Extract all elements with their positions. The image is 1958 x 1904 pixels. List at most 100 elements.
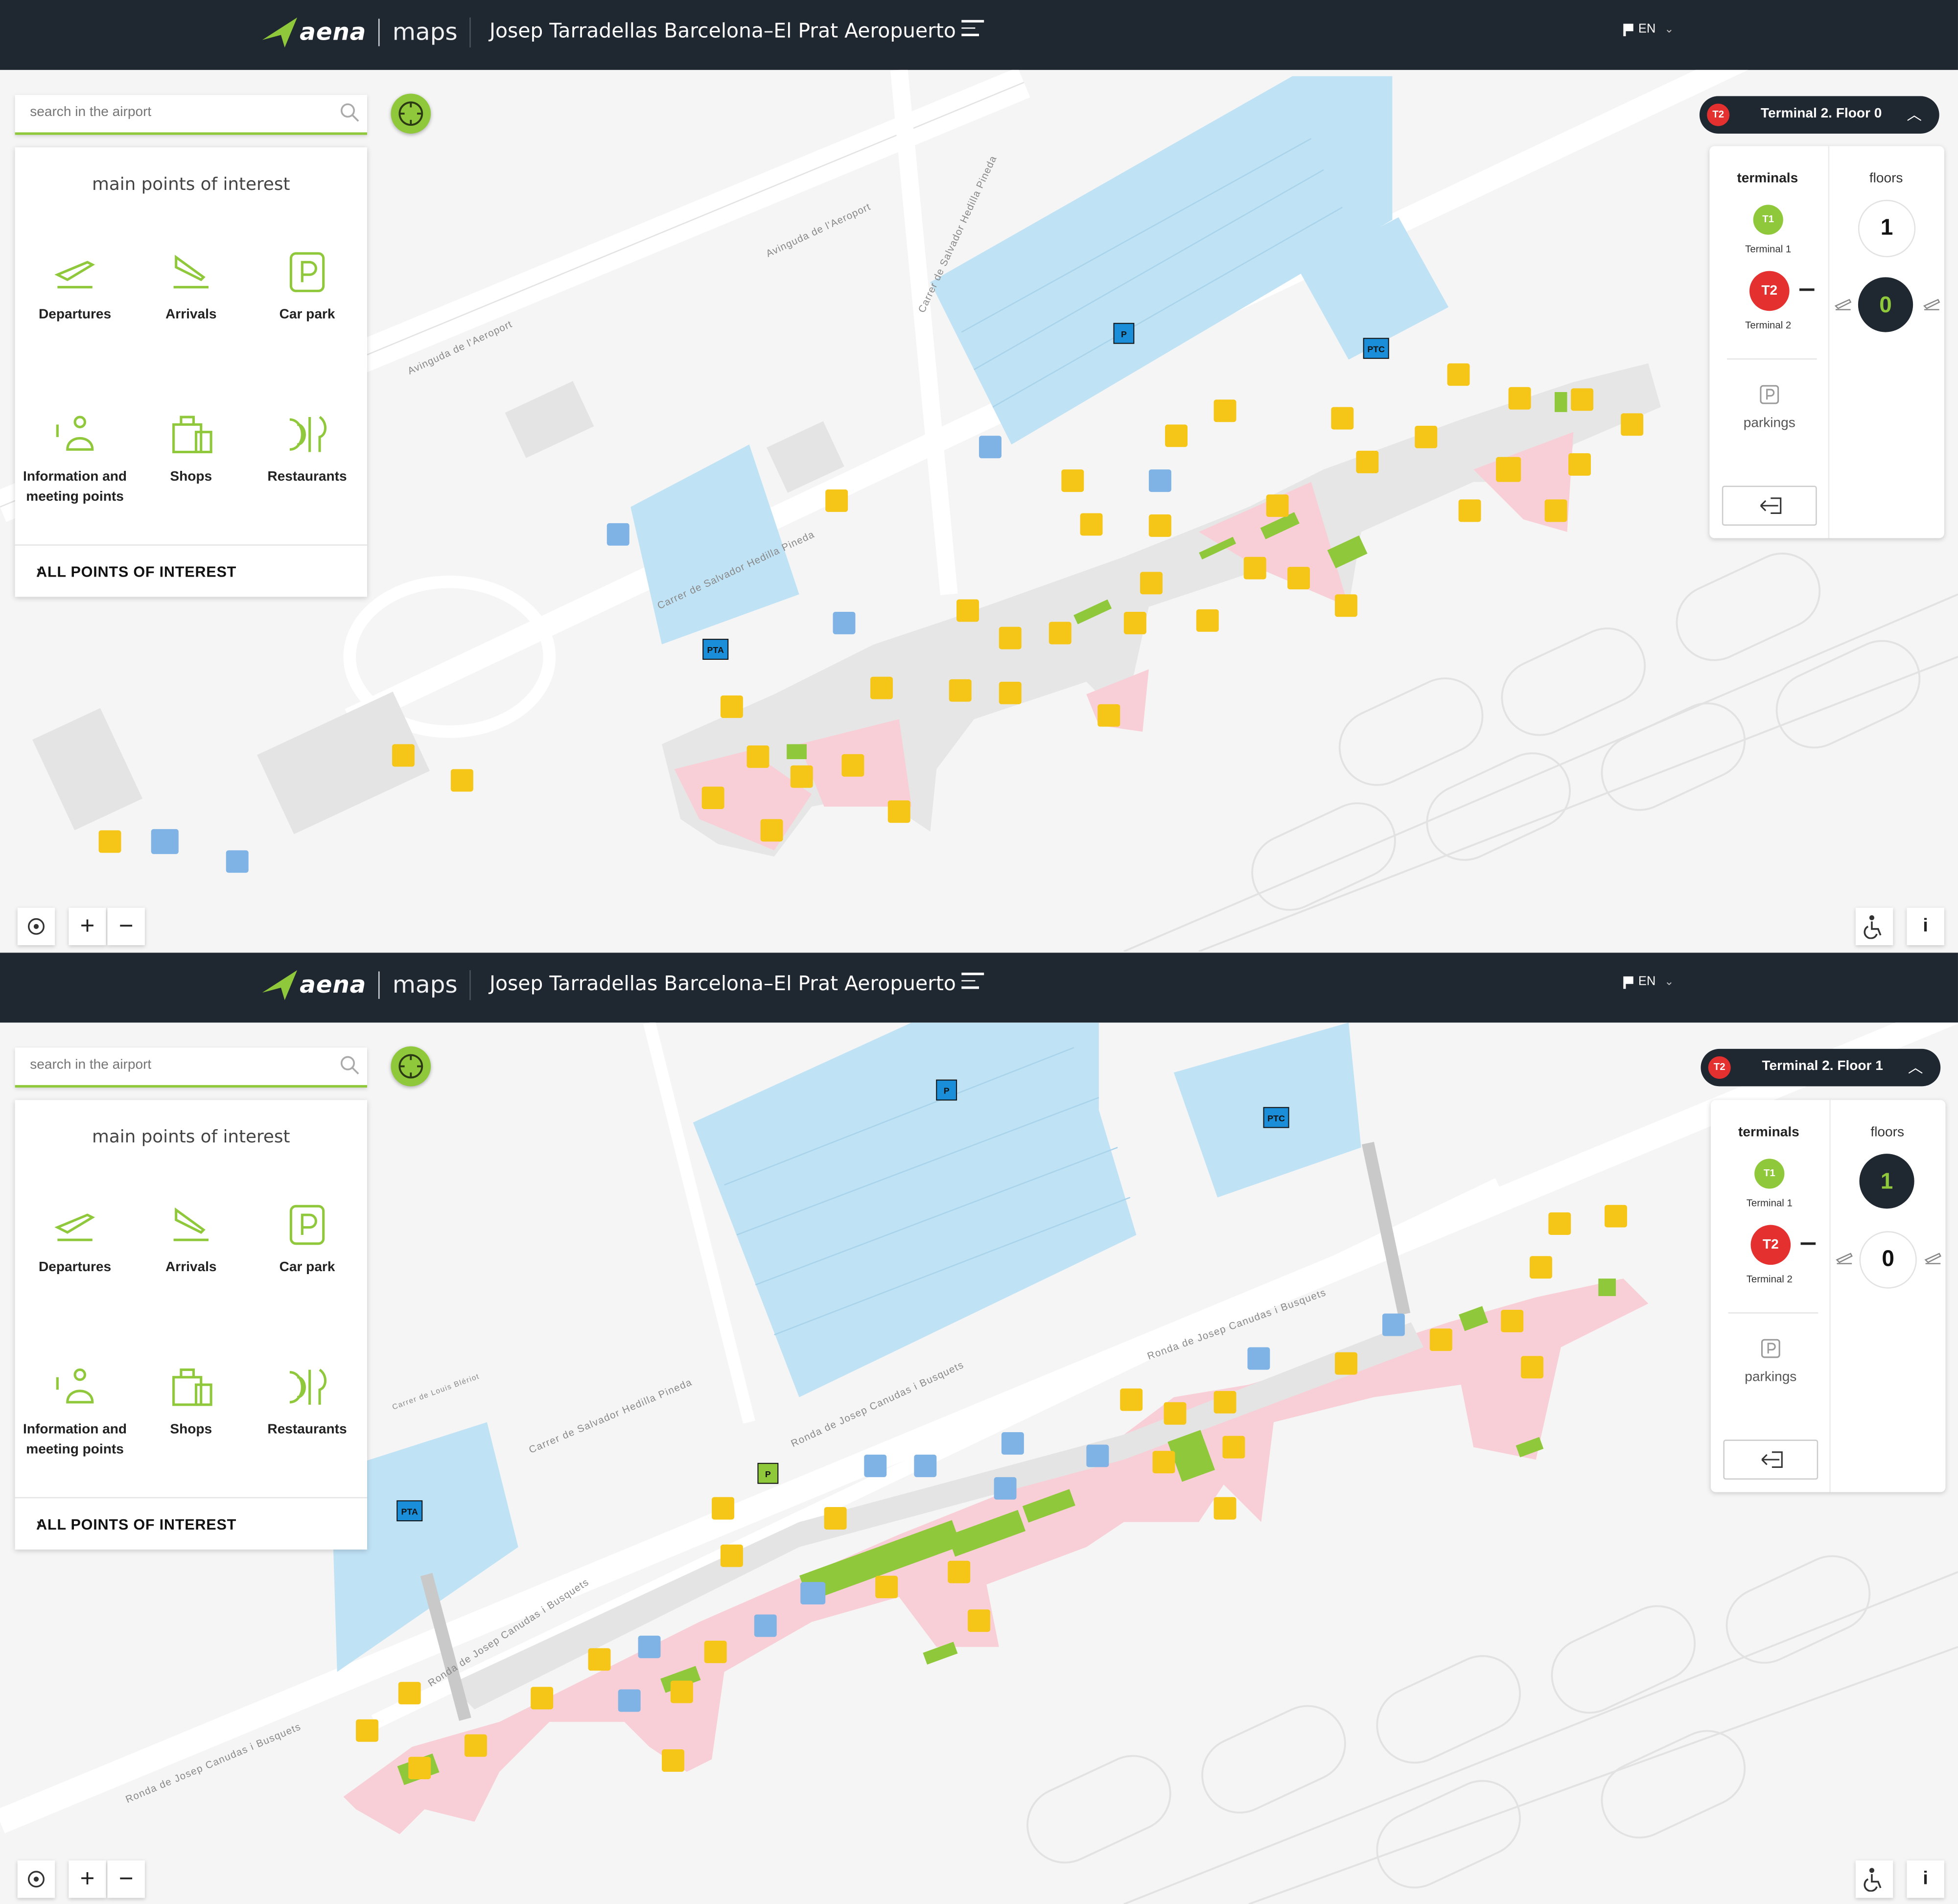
poi-marker [1097,704,1120,727]
accessibility-button[interactable] [1855,1860,1893,1898]
poi-departures-button[interactable]: Departures [19,1200,131,1277]
terminal-1-label: Terminal 1 [1746,1197,1793,1209]
language-selector[interactable]: EN ⌄ [1622,975,1674,989]
poi-arrivals-button[interactable]: Arrivals [135,1200,248,1277]
information-icon [56,1368,94,1404]
exit-icon [1761,1451,1783,1468]
floor-0-button[interactable]: 0 [1859,1231,1917,1289]
zoom-out-button[interactable]: − [107,907,145,946]
poi-markers[interactable] [98,363,1644,873]
zoom-in-button[interactable]: + [69,907,106,946]
search-box[interactable] [15,94,367,135]
zone-label-pta: PTA [401,1507,418,1516]
locate-button[interactable] [391,93,431,134]
locate-button[interactable] [391,1046,431,1087]
zone-label-p: P [944,1086,950,1096]
poi-marker [712,1497,734,1520]
airport-title: Josep Tarradellas Barcelona–El Prat Aero… [489,19,956,43]
poi-departures-button[interactable]: Departures [19,247,131,325]
menu-icon[interactable] [961,20,984,43]
exit-panel-button[interactable] [1722,486,1817,526]
accessibility-button[interactable] [1855,907,1893,946]
arrivals-icon [173,1207,209,1241]
panel-divider [1728,1312,1818,1314]
terminal-badge: T2 [1708,1056,1731,1079]
poi-marker [999,627,1022,650]
poi-marker [1213,1391,1236,1414]
floor-1-button[interactable]: 1 [1858,200,1916,257]
poi-marker [1621,413,1644,436]
reset-view-button[interactable] [17,1860,55,1898]
poi-marker [606,523,629,546]
search-icon[interactable] [340,102,360,122]
plane-icon [1924,1253,1941,1264]
poi-restaurants-button[interactable]: Restaurants [251,410,364,487]
poi-marker [1080,513,1103,536]
departures-icon [54,260,95,289]
terminal-floor-selector[interactable]: T2 Terminal 2. Floor 1 ︿ [1701,1048,1941,1087]
poi-marker [1123,611,1146,634]
aena-logo[interactable]: aena maps [260,965,458,1005]
zone-label-ptc: PTC [1267,1114,1285,1123]
accessibility-icon [1864,915,1882,939]
terminal-1-button[interactable]: T1 [1753,205,1783,235]
parkings-button[interactable]: parkings [1727,383,1812,431]
poi-shops-button[interactable]: Shops [135,410,248,487]
info-button[interactable]: i [1907,907,1944,946]
info-button[interactable]: i [1907,1860,1944,1898]
all-poi-label: ALL POINTS OF INTEREST [36,563,237,581]
menu-icon[interactable] [961,973,984,995]
terminal-2-button[interactable]: T2 [1749,271,1790,311]
language-selector[interactable]: EN ⌄ [1622,23,1674,36]
zoom-out-button[interactable]: − [107,1860,145,1898]
poi-marker [1605,1205,1627,1228]
poi-marker [979,436,1002,459]
logo-brand-text: aena [300,19,367,46]
search-box[interactable] [15,1047,367,1088]
poi-label: Restaurants [267,1422,347,1438]
poi-marker [1152,1451,1175,1474]
search-input[interactable] [27,103,332,121]
floor-0-button[interactable]: 0 [1858,277,1913,332]
top-bar: aena maps Josep Tarradellas Barcelona–El… [0,0,1958,70]
main-poi-panel: main points of interest Departures Arriv… [15,147,367,597]
poi-information-button[interactable]: Information and meeting points [19,1362,131,1460]
reset-view-button[interactable] [17,907,55,946]
poi-marker [994,1477,1017,1500]
all-points-of-interest-link[interactable]: ALL POINTS OF INTEREST › [15,1497,367,1551]
search-icon[interactable] [340,1055,360,1075]
aena-logo[interactable]: aena maps [260,13,458,53]
poi-marker [670,1680,693,1703]
all-points-of-interest-link[interactable]: ALL POINTS OF INTEREST › [15,544,367,598]
poi-marker [151,829,179,854]
poi-marker [588,1648,611,1671]
exit-panel-button[interactable] [1723,1440,1818,1480]
poi-arrivals-button[interactable]: Arrivals [135,247,248,325]
parkings-button[interactable]: parkings [1728,1337,1813,1385]
poi-shops-button[interactable]: Shops [135,1362,248,1440]
floor-1-button[interactable]: 1 [1859,1154,1914,1209]
terminal-1-button[interactable]: T1 [1754,1159,1785,1189]
poi-marker [720,1544,743,1567]
topbar-divider [469,970,471,1000]
poi-marker [1458,499,1481,522]
poi-car-park-button[interactable]: Car park [251,247,364,325]
compass-icon [398,101,423,126]
column-divider [1829,1100,1831,1492]
poi-information-button[interactable]: Information and meeting points [19,410,131,507]
selected-dash [1799,288,1815,291]
poi-marker [618,1689,641,1712]
poi-marker [1196,609,1219,632]
terminal-2-button[interactable]: T2 [1750,1225,1791,1265]
poi-restaurants-button[interactable]: Restaurants [251,1362,364,1440]
poi-marker [1287,567,1310,590]
poi-marker [531,1687,554,1710]
search-input[interactable] [27,1056,332,1074]
poi-marker [948,1560,971,1583]
terminal-floor-selector[interactable]: T2 Terminal 2. Floor 0 ︿ [1699,96,1939,134]
zoom-in-button[interactable]: + [69,1860,106,1898]
poi-markers[interactable] [356,1205,1627,1780]
poi-marker [870,676,893,699]
poi-car-park-button[interactable]: Car park [251,1200,364,1277]
floors-heading: floors [1869,171,1903,186]
